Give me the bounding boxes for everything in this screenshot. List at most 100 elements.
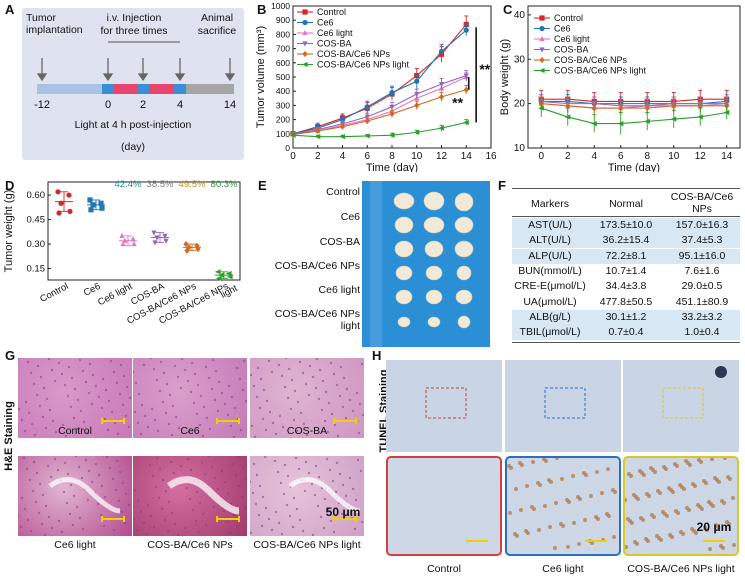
- y-tick-label: 800: [276, 29, 290, 39]
- nucleus: [230, 395, 234, 399]
- zoom-region: [662, 387, 704, 419]
- data-point: [697, 102, 703, 109]
- nucleus: [356, 458, 360, 462]
- nucleus: [211, 358, 215, 362]
- nucleus: [239, 428, 243, 432]
- nucleus: [315, 358, 319, 361]
- apoptotic-cell: [509, 466, 513, 470]
- nucleus: [33, 433, 37, 437]
- nucleus: [61, 423, 65, 427]
- group-cos-ba-ce6-nps-light: [214, 269, 233, 281]
- tunel-zoom: [505, 456, 621, 556]
- nucleus: [220, 391, 224, 395]
- apoptotic-cell: [567, 500, 571, 504]
- table-cell: ALP(U/L): [528, 249, 572, 262]
- apoptotic-cell: [566, 545, 570, 549]
- nucleus: [161, 400, 165, 404]
- nucleus: [87, 469, 91, 473]
- group-cos-ba: [151, 230, 169, 246]
- apoptotic-cell: [537, 528, 541, 532]
- nucleus: [69, 483, 73, 487]
- apoptotic-cell: [613, 490, 617, 494]
- tick-2: 2: [139, 99, 147, 111]
- he-image: [18, 456, 132, 536]
- nucleus: [86, 498, 90, 502]
- apoptotic-cell: [732, 543, 736, 547]
- table-row: [512, 325, 740, 341]
- nucleus: [64, 434, 68, 438]
- nucleus: [119, 363, 123, 367]
- data-point: [289, 132, 296, 138]
- table-header-nps: COS-BA/Ce6 NPs: [670, 191, 734, 215]
- percent-label: 49.5%: [179, 179, 206, 190]
- nucleus: [115, 381, 119, 385]
- nucleus: [335, 461, 339, 465]
- nucleus: [217, 380, 221, 384]
- nucleus: [329, 519, 333, 523]
- nucleus: [307, 471, 311, 475]
- nucleus: [35, 393, 39, 397]
- nucleus: [237, 484, 241, 488]
- y-tick-label: 600: [276, 58, 290, 68]
- nucleus: [295, 429, 299, 433]
- nucleus: [270, 528, 274, 532]
- tumor: [424, 240, 444, 258]
- table-cell: 95.1±16.0: [678, 249, 726, 262]
- nucleus: [169, 460, 173, 464]
- nucleus: [311, 533, 315, 536]
- nucleus: [154, 485, 158, 489]
- data-point: [152, 240, 158, 246]
- nucleus: [280, 374, 284, 378]
- nucleus: [241, 388, 245, 392]
- x-tick-label: 12: [436, 151, 448, 162]
- nucleus: [298, 518, 302, 522]
- table-top-rule: [512, 188, 740, 189]
- data-point: [98, 200, 104, 206]
- nucleus: [41, 415, 45, 419]
- x-tick-label: 4: [591, 151, 597, 162]
- nucleus: [277, 521, 281, 525]
- panel-label-f: F: [498, 178, 506, 193]
- nucleus: [122, 374, 126, 378]
- nucleus: [28, 478, 32, 482]
- data-point: [671, 102, 677, 109]
- nucleus: [139, 510, 143, 514]
- nucleus: [331, 479, 335, 483]
- apoptotic-cell: [532, 507, 536, 511]
- nucleus: [57, 519, 61, 523]
- he-image: [18, 358, 132, 438]
- nucleus: [149, 358, 153, 360]
- y-tick-label: 0.15: [27, 264, 46, 275]
- legend-label: COS-BA/Ce6 NPs: [554, 55, 628, 65]
- tumor: [397, 316, 411, 328]
- series-line: [541, 100, 727, 107]
- table-row: [512, 218, 740, 233]
- nucleus: [124, 492, 128, 496]
- nucleus: [94, 462, 98, 466]
- nucleus: [323, 419, 327, 423]
- nucleus: [226, 413, 230, 417]
- data-point: [195, 245, 201, 253]
- legend-label: Ce6 light: [554, 34, 590, 44]
- panel-label-h: H: [372, 348, 382, 363]
- he-side-label: H&E Staining: [3, 401, 15, 471]
- nucleus: [196, 383, 200, 387]
- nucleus: [108, 466, 112, 470]
- nucleus: [128, 396, 132, 400]
- table-cell: 37.4±5.3: [681, 234, 723, 247]
- nucleus: [329, 361, 333, 365]
- nucleus: [189, 390, 193, 394]
- bar-inj-2: [137, 84, 149, 94]
- bar-rest: [186, 84, 234, 94]
- y-tick-label: 20: [514, 99, 526, 110]
- nucleus: [241, 466, 245, 470]
- nucleus: [75, 505, 79, 509]
- body-weight-chart: 0 2 4 6 8 10 12 14 10 20 30 40 Time (day) Body weight…: [500, 5, 741, 172]
- nucleus: [79, 409, 83, 413]
- nucleus: [244, 399, 247, 403]
- nucleus: [68, 512, 72, 516]
- nucleus: [173, 364, 177, 368]
- nucleus: [53, 379, 57, 383]
- photo-row-nps: COS-BA/Ce6 NPs: [274, 260, 360, 272]
- nucleus: [72, 494, 76, 498]
